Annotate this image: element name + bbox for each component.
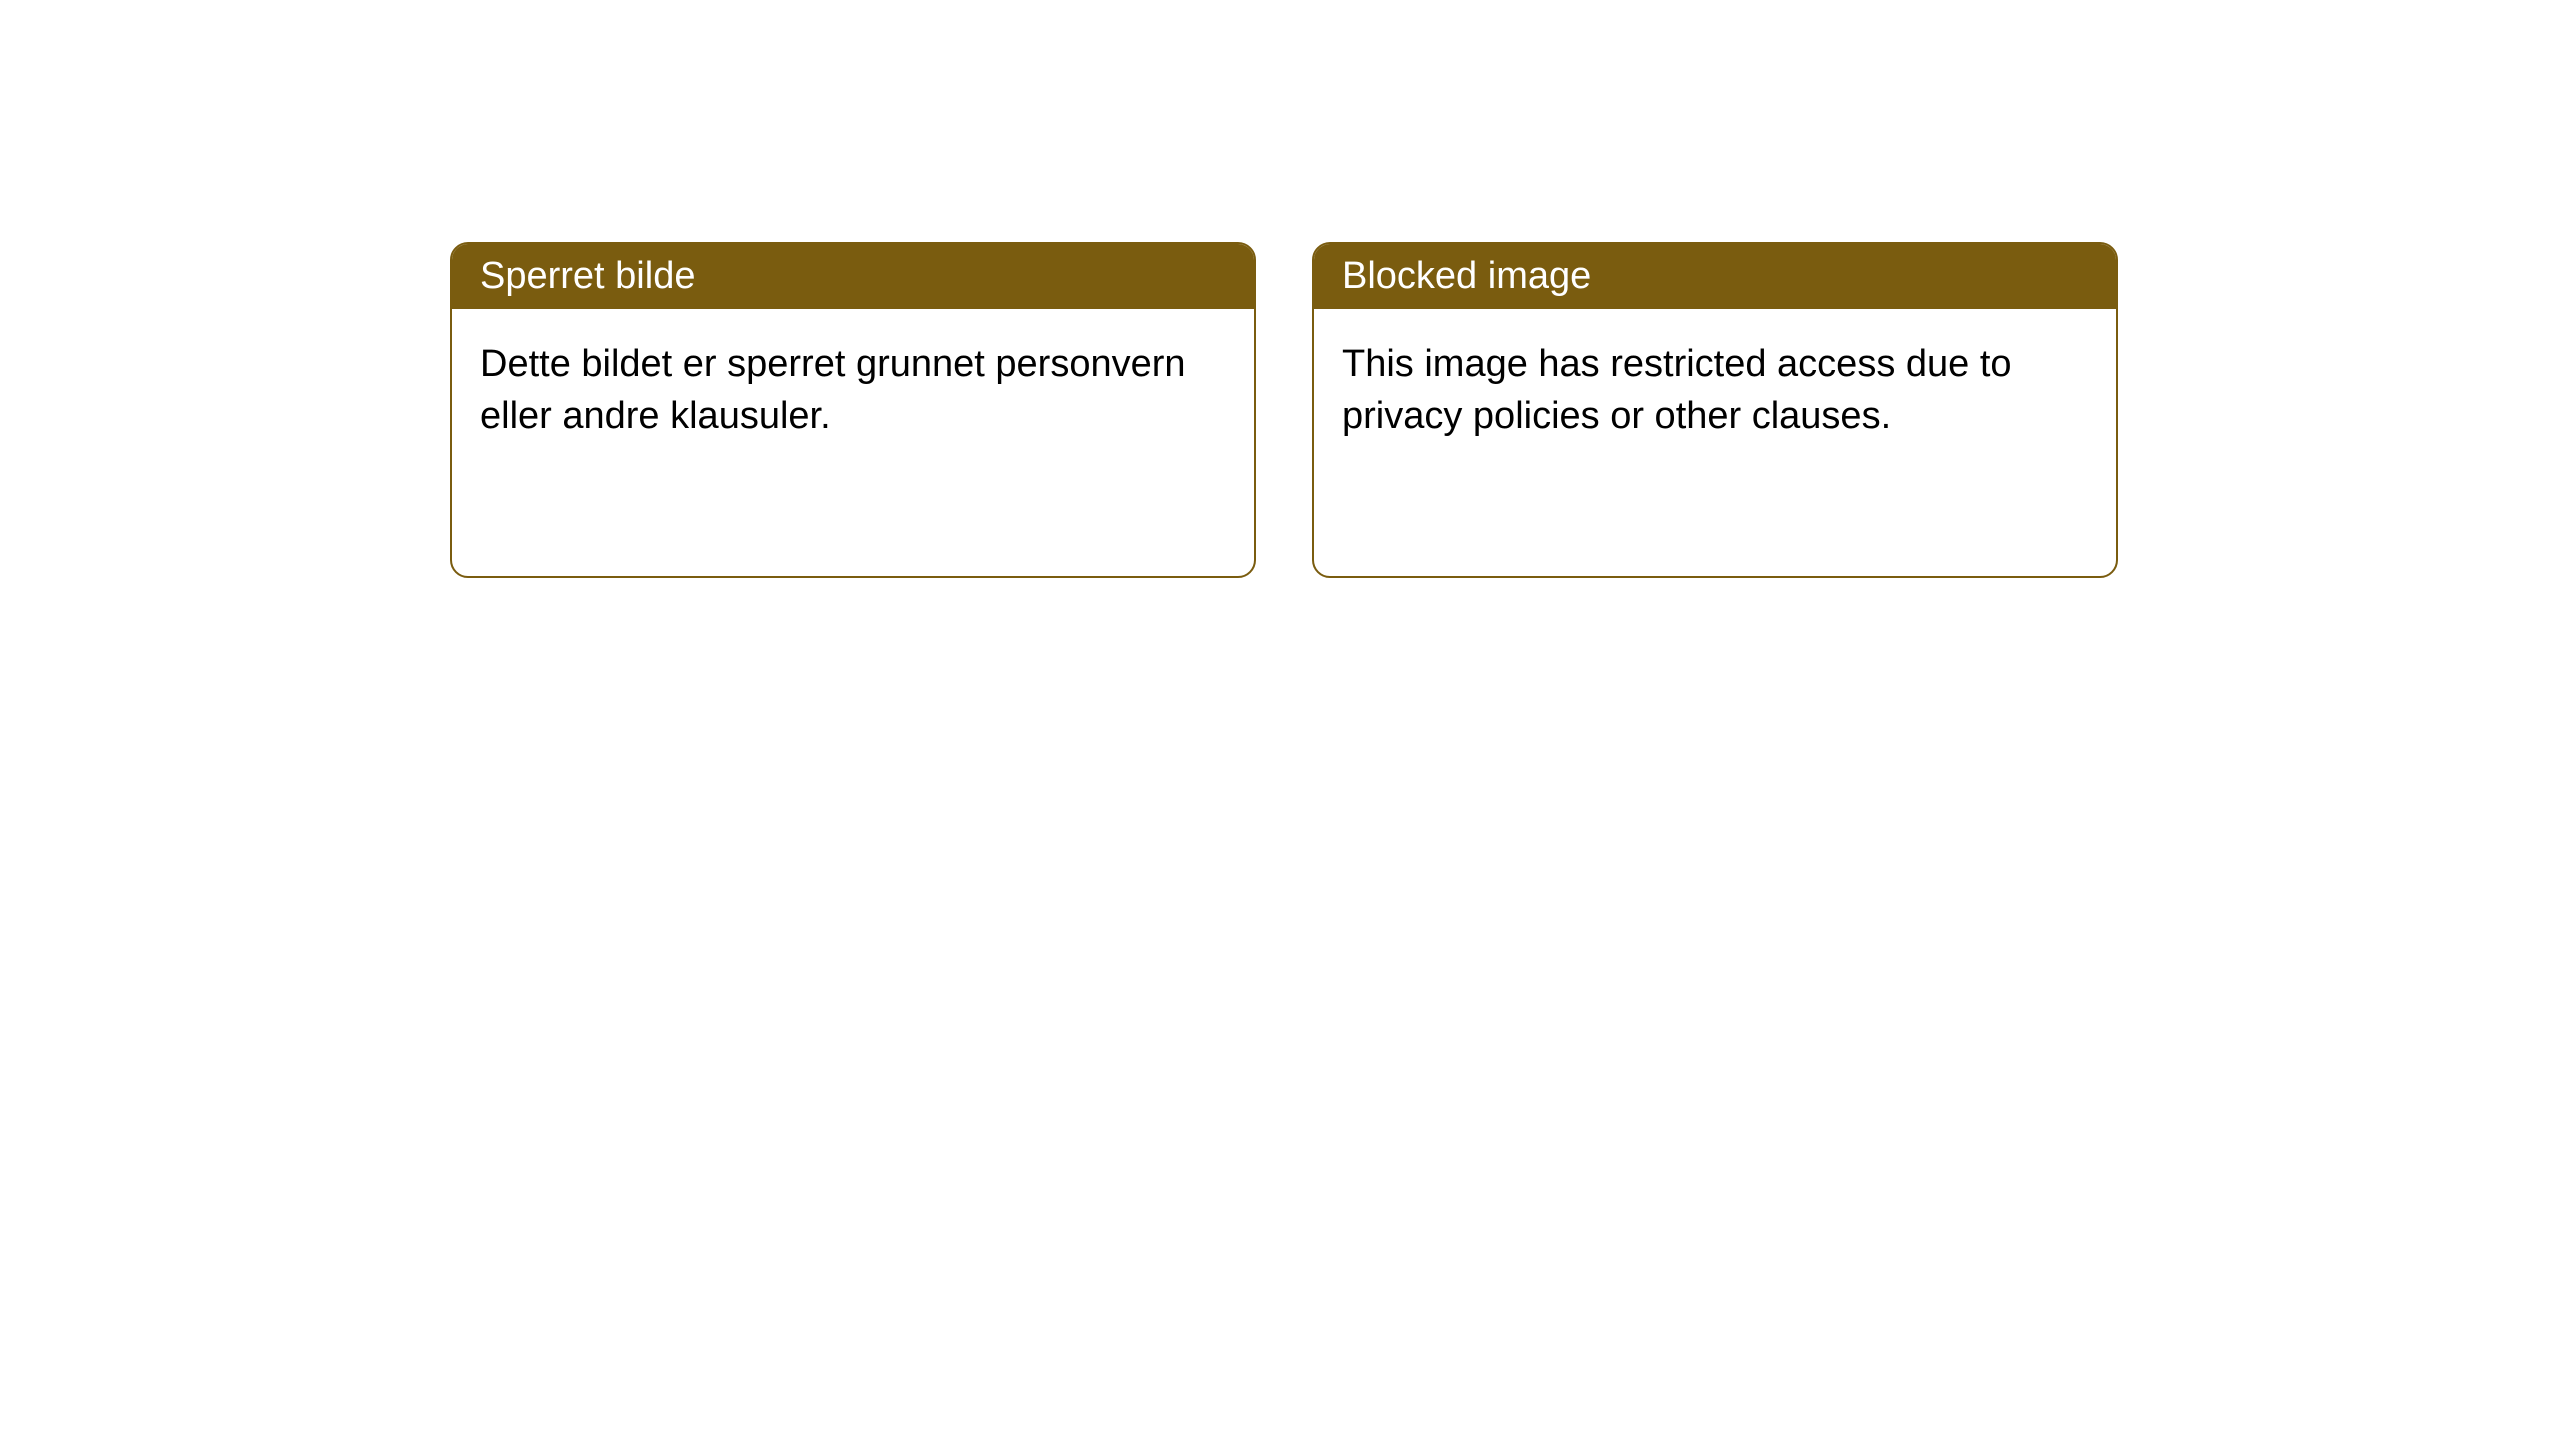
notice-title-norwegian: Sperret bilde: [452, 244, 1254, 309]
notice-container: Sperret bilde Dette bildet er sperret gr…: [0, 0, 2560, 578]
notice-card-english: Blocked image This image has restricted …: [1312, 242, 2118, 578]
notice-title-english: Blocked image: [1314, 244, 2116, 309]
notice-body-norwegian: Dette bildet er sperret grunnet personve…: [452, 309, 1254, 472]
notice-card-norwegian: Sperret bilde Dette bildet er sperret gr…: [450, 242, 1256, 578]
notice-body-english: This image has restricted access due to …: [1314, 309, 2116, 472]
